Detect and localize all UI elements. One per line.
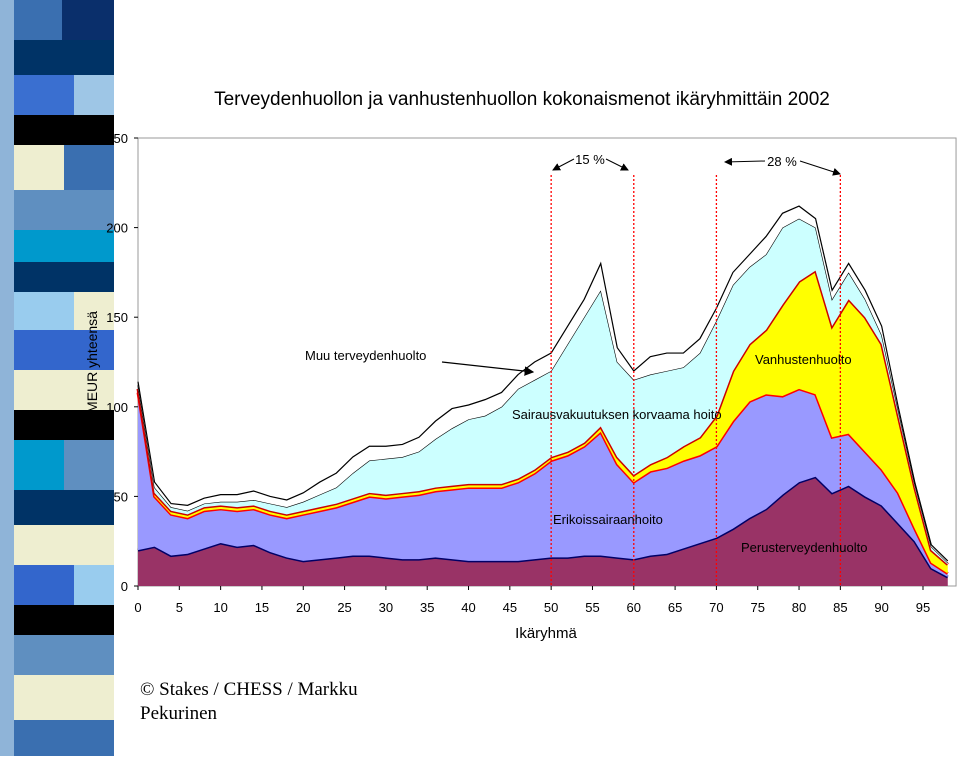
arrow — [799, 160, 841, 176]
plot: 0 50 100 150 200 250 0 5 10 15 20 25 30 35 40 45 50 55 60 6… — [106, 131, 957, 615]
area — [138, 206, 948, 563]
footer: © Stakes / CHESS / Markku Pekurinen — [140, 679, 358, 724]
y-tick-label: 200 — [106, 221, 128, 236]
area-label: Sairausvakuutuksen korvaama hoito — [512, 407, 722, 422]
x-tick-label: 80 — [792, 600, 806, 615]
footer-text: © Stakes / CHESS / Markku Pekurinen — [140, 679, 358, 724]
x-tick-label: 5 — [176, 600, 183, 615]
x-tick-label: 30 — [379, 600, 393, 615]
area-label: Vanhustenhuolto — [755, 352, 852, 367]
x-tick-label: 50 — [544, 600, 558, 615]
x-tick-label: 90 — [874, 600, 888, 615]
x-tick-label: 55 — [585, 600, 599, 615]
footer-line: Pekurinen — [140, 703, 218, 724]
arrow — [552, 158, 575, 171]
y-axis-label: MEUR yhteensä — [84, 311, 100, 413]
y-tick-label: 50 — [114, 489, 128, 504]
area-edge — [137, 205, 949, 562]
annotation-text: 15 % — [575, 152, 605, 167]
x-axis-label: Ikäryhmä — [515, 625, 577, 642]
x-tick-label: 15 — [255, 600, 269, 615]
x-tick-label: 45 — [503, 600, 517, 615]
arrow — [441, 361, 535, 376]
x-tick-label: 75 — [750, 600, 764, 615]
x-tick-label: 85 — [833, 600, 847, 615]
y-tick-label: 100 — [106, 400, 128, 415]
arrow — [605, 158, 629, 171]
area-label: Perusterveydenhuolto — [741, 540, 867, 555]
x-tick-label: 35 — [420, 600, 434, 615]
area-label: Muu terveydenhuolto — [305, 348, 426, 363]
x-tick-label: 70 — [709, 600, 723, 615]
annotations: Muu terveydenhuolto Sairausvakuutuksen k… — [305, 152, 867, 555]
x-tick-label: 0 — [134, 600, 141, 615]
x-tick-label: 60 — [627, 600, 641, 615]
area — [138, 218, 948, 565]
x-tick-label: 95 — [916, 600, 930, 615]
x-tick-label: 40 — [461, 600, 475, 615]
arrow — [724, 157, 766, 166]
y-tick-label: 250 — [106, 131, 128, 146]
area — [138, 476, 948, 586]
x-tick-label: 20 — [296, 600, 310, 615]
x-tick-label: 65 — [668, 600, 682, 615]
footer-line: © Stakes / CHESS / Markku — [140, 679, 358, 700]
chart-title: Terveydenhuollon ja vanhustenhuollon kok… — [214, 89, 830, 110]
y-tick-label: 150 — [106, 310, 128, 325]
y-tick-label: 0 — [121, 579, 128, 594]
area-label: Erikoissairaanhoito — [553, 512, 663, 527]
x-tick-label: 25 — [337, 600, 351, 615]
annotation-text: 28 % — [767, 154, 797, 169]
area — [138, 388, 948, 578]
x-tick-label: 10 — [213, 600, 227, 615]
